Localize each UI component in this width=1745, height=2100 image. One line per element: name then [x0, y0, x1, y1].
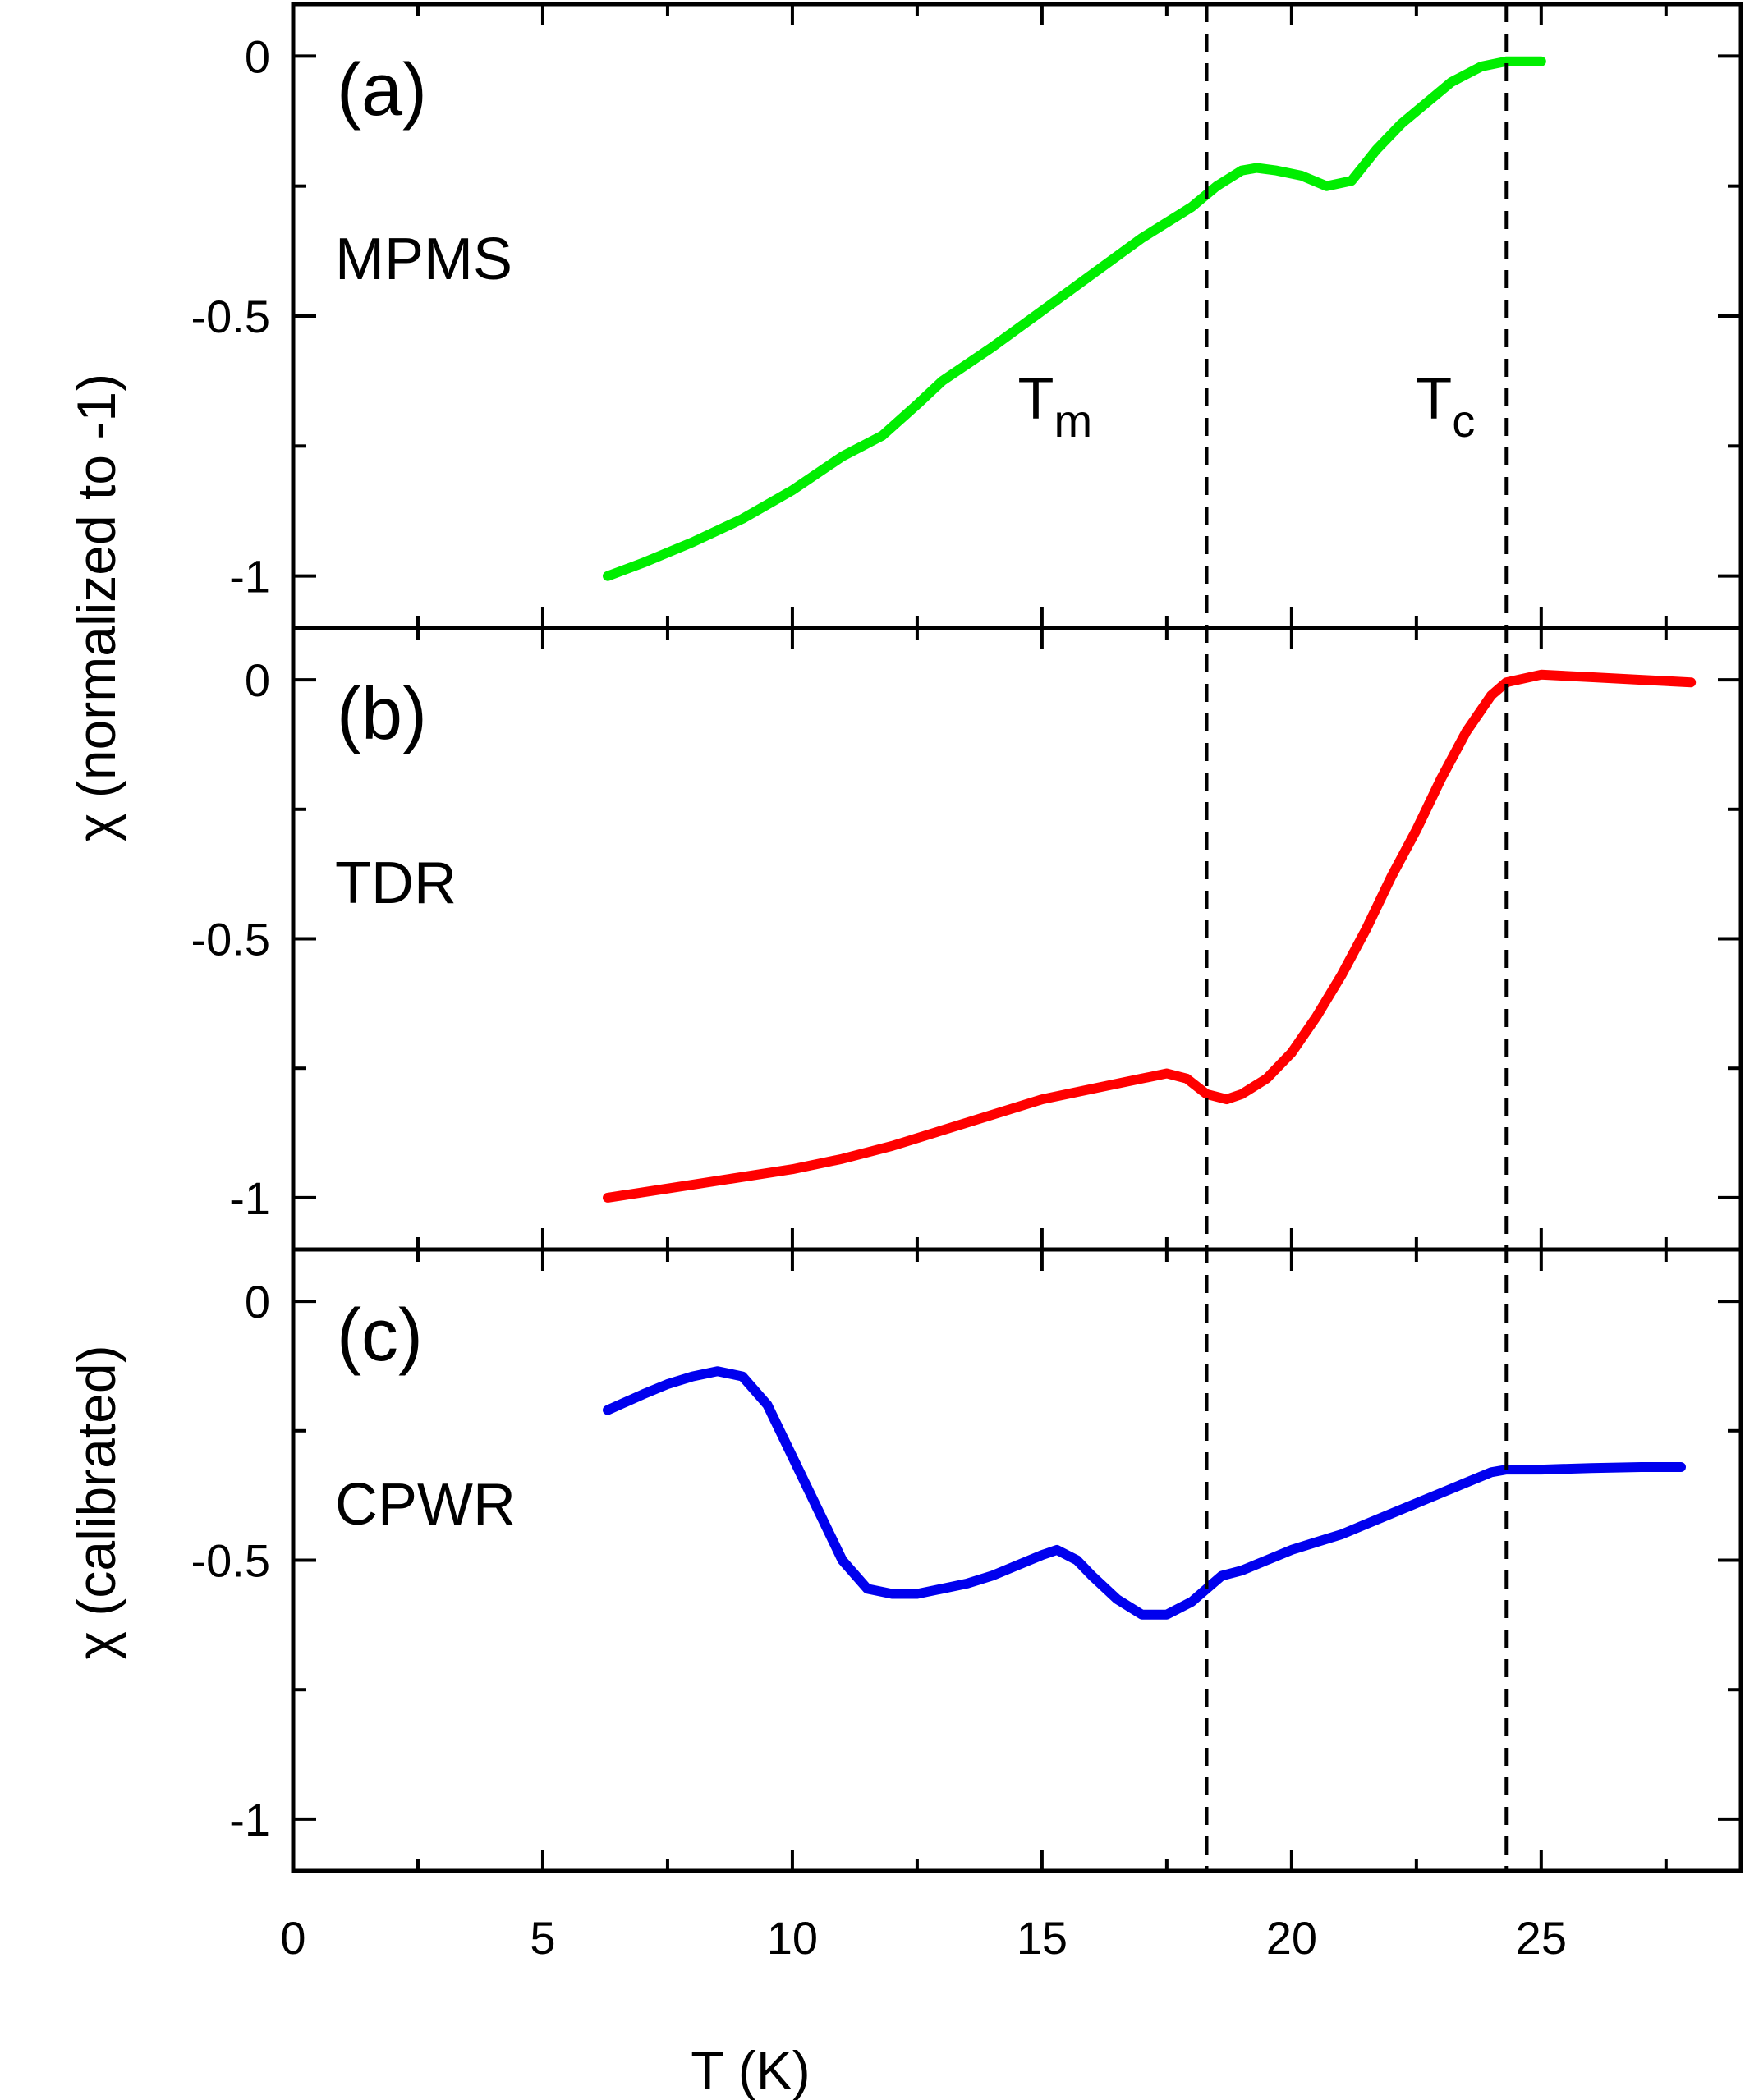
y-tick-label-b: 0 [245, 654, 270, 706]
x-tick-label: 25 [1516, 1912, 1567, 1964]
x-tick-label: 0 [280, 1912, 305, 1964]
panels-layer: 0 -0.5 -1 (a) MPMS 0 -0.5 -1 (b) TDR 0 -0.5 -1 (c) CPW… [191, 2, 1743, 1873]
plot-frame [291, 2, 1743, 1873]
panel-a: 0 -0.5 -1 (a) MPMS [191, 4, 1741, 628]
method-label-a: MPMS [335, 227, 512, 292]
x-tick-label: 20 [1266, 1912, 1317, 1964]
y-axis-title-top: χ (normalized to -1) [66, 374, 126, 841]
series-line-b [603, 669, 1697, 1203]
panel-b: 0 -0.5 -1 (b) TDR [191, 628, 1741, 1249]
y-tick-label-c: -1 [229, 1794, 270, 1846]
panel-label-c: (c) [337, 1295, 423, 1377]
x-tick-label: 5 [530, 1912, 555, 1964]
panel-label-a: (a) [337, 49, 427, 131]
y-tick-label-b: -1 [229, 1172, 270, 1224]
y-tick-label-b: -0.5 [191, 914, 271, 965]
x-axis-title: T (K) [691, 2040, 810, 2100]
x-axis: 0 5 10 15 20 25 [280, 1912, 1567, 1964]
vertical-markers: Tm Tc [1018, 4, 1509, 1871]
panel-label-b: (b) [337, 673, 427, 755]
panel-c: 0 -0.5 -1 (c) CPWR [191, 1249, 1741, 1871]
x-tick-label: 15 [1017, 1912, 1068, 1964]
marker-label-Tc: Tc [1416, 366, 1475, 447]
y-tick-label-a: 0 [245, 30, 270, 82]
y-axis-title-bottom: χ (calibrated) [66, 1345, 126, 1659]
series-line-a [603, 56, 1546, 581]
y-tick-label-a: -1 [229, 551, 270, 603]
method-label-b: TDR [335, 851, 457, 916]
y-tick-label-c: -0.5 [191, 1535, 271, 1587]
marker-label-Tm: Tm [1018, 366, 1093, 447]
y-tick-label-a: -0.5 [191, 291, 271, 342]
x-tick-label: 10 [767, 1912, 818, 1964]
y-tick-label-c: 0 [245, 1276, 270, 1327]
method-label-c: CPWR [335, 1472, 516, 1538]
series-line-c [603, 1366, 1686, 1620]
